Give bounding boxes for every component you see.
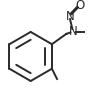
Text: N: N [68,25,77,38]
Text: N: N [65,10,74,23]
Text: O: O [75,0,84,12]
